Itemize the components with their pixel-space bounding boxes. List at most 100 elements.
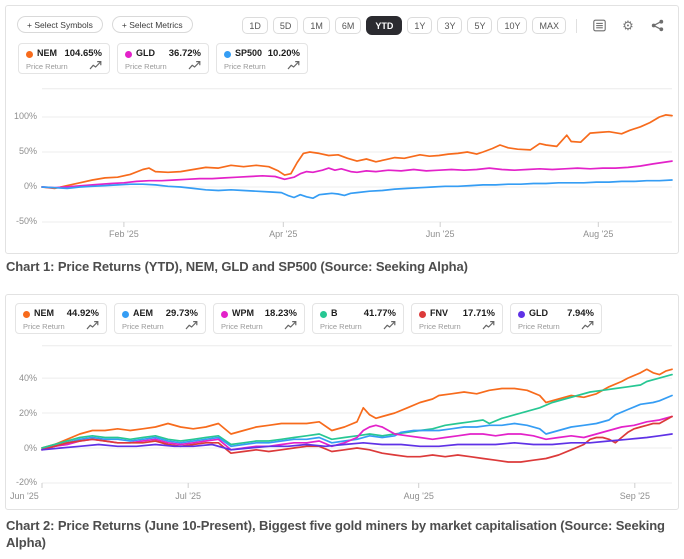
sparkline-icon[interactable] [86, 320, 99, 331]
legend-card-gld[interactable]: GLD 36.72% Price Return [117, 43, 209, 74]
series-color-dot [518, 311, 525, 318]
legend-card-nem[interactable]: NEM 44.92% Price Return [15, 303, 107, 334]
series-line-b [41, 373, 673, 449]
y-axis-label: 100% [13, 111, 37, 122]
series-color-dot [125, 51, 132, 58]
sparkline-icon[interactable] [185, 320, 198, 331]
period-button-ytd[interactable]: YTD [366, 16, 403, 35]
return-value: 10.20% [267, 48, 300, 59]
price-chart-1[interactable]: 100% 50% 0% -50% Feb '25 Apr '25 Jun '25 Aug '2… [14, 88, 673, 239]
sparkline-icon[interactable] [482, 320, 495, 331]
ticker-label: GLD [136, 48, 155, 58]
series-color-dot [122, 311, 129, 318]
legend-card-aem[interactable]: AEM 29.73% Price Return [114, 303, 206, 334]
series-line-wpm [41, 415, 673, 451]
chart-panel-1: + Select Symbols + Select Metrics 1D 5D 1M… [5, 5, 679, 254]
gear-icon[interactable]: ⚙ [619, 16, 637, 35]
return-value: 41.77% [363, 308, 396, 319]
ticker-label: SP500 [235, 48, 263, 58]
y-axis-label: 0% [23, 442, 37, 453]
toolbar-divider [576, 18, 577, 33]
return-value: 36.72% [168, 48, 201, 59]
ticker-label: WPM [232, 308, 254, 318]
metric-label: Price Return [320, 321, 362, 331]
sparkline-icon[interactable] [284, 320, 297, 331]
series-color-dot [23, 311, 30, 318]
series-line-gld [41, 160, 673, 189]
metric-label: Price Return [518, 321, 560, 331]
x-axis-label: Jun '25 [10, 491, 39, 501]
price-chart-2[interactable]: 40% 20% 0% -20% Jun '25 Jul '25 Aug '25 Sep '25 [10, 345, 673, 501]
return-value: 104.65% [64, 48, 102, 59]
series-line-sp500 [41, 179, 673, 200]
period-button-max[interactable]: MAX [532, 17, 566, 34]
metric-label: Price Return [122, 321, 164, 331]
ticker-label: AEM [133, 308, 153, 318]
return-value: 29.73% [165, 308, 198, 319]
y-axis-label: 40% [18, 372, 37, 383]
y-axis-label: -20% [15, 477, 37, 488]
chart-plot-area[interactable] [41, 345, 673, 488]
series-color-dot [26, 51, 33, 58]
x-axis-label: Jun '25 [425, 229, 455, 239]
chart-plot-area[interactable] [41, 88, 673, 227]
y-axis-label: 20% [18, 407, 37, 418]
metric-label: Price Return [419, 321, 461, 331]
sparkline-icon[interactable] [188, 60, 201, 71]
ticker-label: GLD [529, 308, 548, 318]
chart-panel-2: NEM 44.92% Price Return AEM 29.73% Price Retu… [5, 294, 679, 510]
x-axis-label: Aug '25 [583, 229, 614, 239]
select-metrics-button[interactable]: + Select Metrics [111, 16, 193, 33]
return-value: 17.71% [462, 308, 495, 319]
period-button-5y[interactable]: 5Y [467, 17, 493, 34]
sparkline-icon[interactable] [89, 60, 102, 71]
ticker-label: B [331, 308, 338, 318]
x-axis-label: Feb '25 [109, 229, 139, 239]
series-color-dot [224, 51, 231, 58]
series-color-dot [320, 311, 327, 318]
legend-card-b[interactable]: B 41.77% Price Return [312, 303, 404, 334]
chart1-caption: Chart 1: Price Returns (YTD), NEM, GLD a… [6, 259, 468, 274]
series-line-aem [41, 394, 673, 451]
period-button-1d[interactable]: 1D [242, 17, 268, 34]
series-line-gld [41, 433, 673, 451]
share-icon[interactable] [648, 16, 666, 35]
period-button-1m[interactable]: 1M [303, 17, 330, 34]
y-axis-label: 0% [23, 181, 37, 192]
series-line-nem [41, 368, 673, 449]
x-axis-label: Jul '25 [175, 491, 202, 501]
select-symbols-button[interactable]: + Select Symbols [17, 16, 103, 33]
metric-label: Price Return [125, 61, 167, 71]
period-button-1y[interactable]: 1Y [407, 17, 433, 34]
period-button-10y[interactable]: 10Y [497, 17, 528, 34]
sparkline-icon[interactable] [287, 60, 300, 71]
period-toolbar: 1D 5D 1M 6M YTD 1Y 3Y 5Y 10Y MAX ⚙ [242, 16, 669, 35]
legend-chart-1: NEM 104.65% Price Return GLD 36.72% Price Ret… [18, 43, 308, 74]
legend-chart-2: NEM 44.92% Price Return AEM 29.73% Price Retu… [15, 303, 602, 334]
legend-card-wpm[interactable]: WPM 18.23% Price Return [213, 303, 305, 334]
legend-card-nem[interactable]: NEM 104.65% Price Return [18, 43, 110, 74]
legend-card-fnv[interactable]: FNV 17.71% Price Return [411, 303, 503, 334]
return-value: 18.23% [264, 308, 297, 319]
sparkline-icon[interactable] [581, 320, 594, 331]
y-axis-label: -50% [15, 216, 37, 227]
symbol-toolbar: + Select Symbols + Select Metrics [17, 16, 193, 33]
y-axis-label: 50% [18, 146, 37, 157]
ticker-label: FNV [430, 308, 448, 318]
legend-card-gld[interactable]: GLD 7.94% Price Return [510, 303, 602, 334]
period-button-3y[interactable]: 3Y [437, 17, 463, 34]
period-button-5d[interactable]: 5D [272, 17, 299, 34]
series-color-dot [221, 311, 228, 318]
x-axis-label: Aug '25 [403, 491, 434, 501]
metric-label: Price Return [23, 321, 65, 331]
chart2-caption: Chart 2: Price Returns (June 10-Present)… [6, 518, 665, 550]
legend-card-sp500[interactable]: SP500 10.20% Price Return [216, 43, 308, 74]
x-axis-label: Sep '25 [619, 491, 650, 501]
sparkline-icon[interactable] [383, 320, 396, 331]
table-icon[interactable] [590, 16, 608, 35]
series-color-dot [419, 311, 426, 318]
ticker-label: NEM [34, 308, 54, 318]
ticker-label: NEM [37, 48, 57, 58]
return-value: 7.94% [567, 308, 594, 319]
period-button-6m[interactable]: 6M [334, 17, 362, 34]
